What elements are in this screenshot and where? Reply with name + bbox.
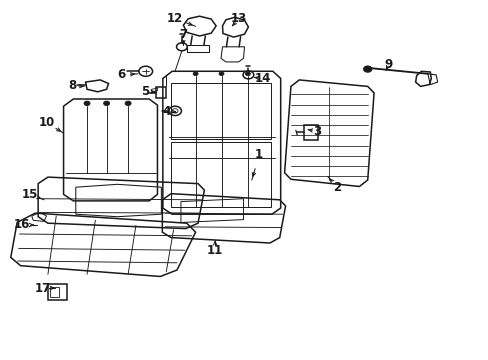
- Text: 16: 16: [14, 219, 30, 231]
- Text: 2: 2: [333, 181, 341, 194]
- Text: 14: 14: [254, 72, 270, 85]
- Text: 11: 11: [206, 244, 223, 257]
- Text: 10: 10: [38, 116, 55, 129]
- Circle shape: [125, 101, 131, 105]
- Circle shape: [193, 72, 198, 76]
- Bar: [304, 125, 317, 140]
- Circle shape: [84, 101, 90, 105]
- Bar: [50, 287, 59, 297]
- Text: 5: 5: [141, 85, 148, 98]
- Text: 17: 17: [35, 282, 51, 294]
- Text: 4: 4: [162, 105, 170, 118]
- Text: 6: 6: [117, 68, 125, 81]
- Text: 8: 8: [68, 79, 76, 92]
- Circle shape: [219, 72, 224, 76]
- Text: 12: 12: [166, 12, 183, 25]
- Circle shape: [245, 72, 250, 76]
- Text: 1: 1: [255, 148, 263, 161]
- Circle shape: [363, 66, 371, 72]
- Text: 9: 9: [384, 58, 392, 71]
- Text: 7: 7: [179, 28, 187, 41]
- Bar: [155, 87, 166, 98]
- Text: 15: 15: [22, 188, 39, 201]
- Circle shape: [103, 101, 109, 105]
- Bar: [48, 284, 67, 300]
- Text: 3: 3: [312, 125, 320, 138]
- Text: 13: 13: [230, 12, 246, 25]
